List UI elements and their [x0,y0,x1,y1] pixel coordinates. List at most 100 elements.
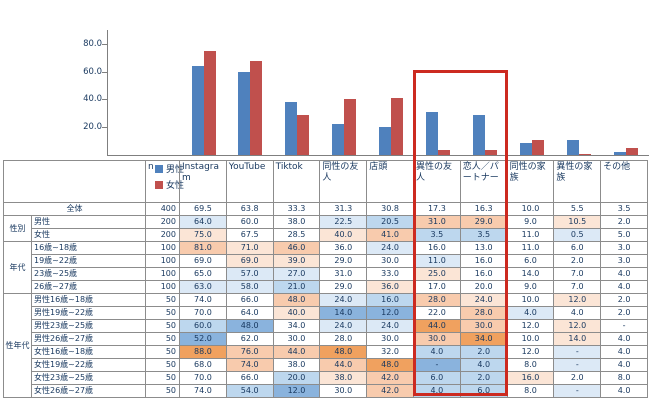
value-cell: 24.0 [366,319,414,333]
row-label: 19歳~22歳 [31,254,146,268]
n-value: 100 [145,254,180,268]
value-cell: 30.0 [366,332,414,346]
table-row: 女性26歳~27歳 50 74.0 54.0 12.0 30.0 42.0 4.0 6.0 8.0… [4,384,648,398]
value-cell: 32.0 [366,345,414,359]
y-axis-label: 80.0 [83,38,102,49]
value-cell: 2.0 [600,293,648,307]
bar-group [180,30,227,155]
value-cell: 67.5 [225,228,274,242]
row-label: 16歳~18歳 [31,241,146,255]
bar-女性 [203,50,216,155]
value-cell: 48.0 [366,358,414,372]
value-cell: 20.0 [272,371,321,385]
value-cell: 12.0 [272,384,321,398]
value-cell: 4.0 [506,306,555,320]
value-cell: 16.0 [459,254,508,268]
value-cell: 30.0 [459,319,508,333]
value-cell: 48.0 [272,293,321,307]
bar-女性 [531,139,544,155]
value-cell: 16.0 [459,267,508,281]
column-header: Tiktok [272,160,321,203]
row-label: 女性23歳~25歳 [31,371,146,385]
n-column-header: n [145,160,180,203]
header-corner-cell [3,160,146,203]
n-value: 50 [145,371,180,385]
y-axis-tick [102,43,107,45]
value-cell: 16.3 [459,202,508,216]
bar-group [227,30,274,155]
value-cell: 30.0 [272,332,321,346]
value-cell: 29.0 [319,280,368,294]
y-axis-tick [102,127,107,129]
table-row: 女性19歳~22歳 50 68.0 74.0 38.0 44.0 48.0-4.0 8.0-4… [4,358,648,372]
value-cell: 28.5 [272,228,321,242]
column-header: 店頭 [366,160,414,203]
value-cell: 38.0 [272,358,321,372]
value-cell: 16.0 [506,371,555,385]
value-cell: 12.0 [553,319,602,333]
table-row: 性年代 男性16歳~18歳 50 74.0 66.0 48.0 24.0 16.0 28.0 24… [3,293,648,398]
value-cell: 33.3 [272,202,321,216]
value-cell: 2.0 [553,254,602,268]
n-value: 50 [145,384,180,398]
value-cell: 41.0 [366,228,414,242]
value-cell: 3.5 [600,202,648,216]
value-cell: 6.0 [459,384,508,398]
table-row: 性別 男性 200 64.0 60.0 38.0 22.5 20.5 31.0 29.0 9.0 10… [3,215,648,242]
n-value: 100 [145,280,180,294]
row-label: 女性26歳~27歳 [31,384,146,398]
value-cell: 44.0 [412,319,461,333]
value-cell: 7.0 [553,280,602,294]
table-row: 女性 200 75.0 67.5 28.5 40.0 41.0 3.5 3.5 11.0 0.5 5.… [4,228,648,242]
n-value: 50 [145,332,180,346]
row-label: 男性23歳~25歳 [31,319,146,333]
value-cell: 22.5 [319,215,368,229]
value-cell: 11.0 [506,241,555,255]
bar-女性 [578,154,591,155]
row-label: 男性 [31,215,146,229]
value-cell: 13.0 [459,241,508,255]
value-cell: 16.0 [366,293,414,307]
value-cell: 48.0 [319,345,368,359]
value-cell: 12.0 [553,293,602,307]
table-row: 26歳~27歳 100 63.0 58.0 21.0 29.0 36.0 17.0 20.0 9.… [4,280,648,294]
value-cell: - [412,358,461,372]
bar-女性 [438,150,450,155]
value-cell: 38.0 [272,215,321,229]
table-row: 年代 16歳~18歳 100 81.0 71.0 46.0 36.0 24.0 16.0 13.0… [3,241,648,294]
table-row: 男性23歳~25歳 50 60.0 48.0 34.0 24.0 24.0 44.0 30.0 1… [4,319,648,333]
value-cell: 4.0 [600,358,648,372]
table-row: 男性26歳~27歳 50 52.0 62.0 30.0 28.0 30.0 30.0 34.0 1… [4,332,648,346]
value-cell: 6.0 [553,241,602,255]
column-header: 同性の友人 [319,160,368,203]
value-cell: 4.0 [412,384,461,398]
value-cell: - [553,345,602,359]
value-cell: 20.0 [459,280,508,294]
value-cell: 33.0 [366,267,414,281]
bar-group [508,30,555,155]
bar-男性 [613,152,626,155]
value-cell: 2.0 [459,345,508,359]
y-axis-tick [102,71,107,73]
bar-男性 [285,102,298,155]
value-cell: 20.5 [366,215,414,229]
bar-男性 [519,142,532,155]
bar-女性 [625,148,638,155]
value-cell: 52.0 [179,332,227,346]
bar-男性 [426,111,438,155]
bar-男性 [379,126,392,155]
value-cell: 81.0 [179,241,227,255]
value-cell: 8.0 [506,384,555,398]
value-cell: 60.0 [179,319,227,333]
bar-group [415,30,462,155]
value-cell: 64.0 [225,306,274,320]
results-table: n Instagram YouTube Tiktok 同性の友人 店頭 異性の友人 恋人／パ… [3,160,648,398]
value-cell: 31.0 [412,215,461,229]
table-row: 女性23歳~25歳 50 70.0 66.0 20.0 38.0 42.0 6.0 2.0 16.… [4,371,648,385]
bar-男性 [191,66,204,155]
value-cell: 44.0 [319,358,368,372]
column-header: YouTube [225,160,274,203]
value-cell: 8.0 [506,358,555,372]
value-cell: 62.0 [225,332,274,346]
